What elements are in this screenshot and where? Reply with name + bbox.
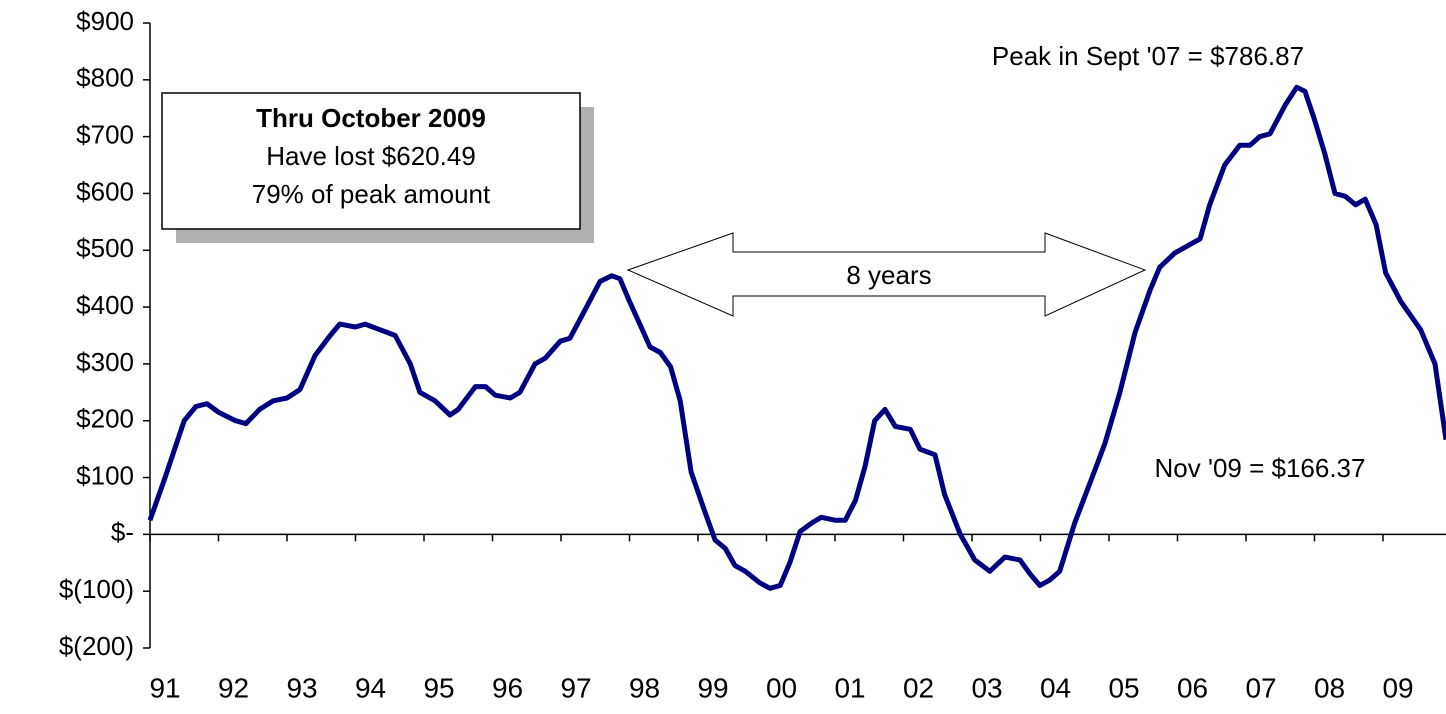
x-tick-label: 91 — [149, 672, 180, 703]
x-tick-label: 97 — [560, 672, 591, 703]
y-tick-label: $400 — [76, 290, 134, 320]
y-tick-label: $100 — [76, 460, 134, 490]
peak-label: Peak in Sept '07 = $786.87 — [992, 41, 1304, 71]
x-tick-label: 94 — [355, 672, 386, 703]
data-line — [147, 84, 1446, 591]
y-tick-label: $600 — [76, 176, 134, 206]
box-title: Thru October 2009 — [256, 103, 486, 133]
box-line: Have lost $620.49 — [266, 141, 476, 171]
x-tick-label: 08 — [1314, 672, 1345, 703]
x-tick-label: 92 — [218, 672, 249, 703]
x-tick-label: 96 — [492, 672, 523, 703]
y-tick-label: $- — [111, 517, 134, 547]
info-box — [161, 92, 581, 230]
x-tick-label: 07 — [1245, 672, 1276, 703]
x-tick-label: 04 — [1040, 672, 1071, 703]
x-tick-label: 03 — [971, 672, 1002, 703]
y-tick-label: $(200) — [59, 631, 134, 661]
end-label: Nov '09 = $166.37 — [1155, 453, 1366, 483]
x-tick-label: 95 — [423, 672, 454, 703]
x-tick-label: 09 — [1382, 672, 1413, 703]
x-tick-label: 06 — [1177, 672, 1208, 703]
y-tick-label: $700 — [76, 120, 134, 150]
double-arrow — [626, 232, 1147, 317]
x-tick-label: 98 — [629, 672, 660, 703]
x-tick-label: 01 — [834, 672, 865, 703]
x-tick-label: 05 — [1108, 672, 1139, 703]
y-tick-label: $900 — [76, 6, 134, 36]
y-tick-label: $800 — [76, 63, 134, 93]
box-line: 79% of peak amount — [252, 179, 491, 209]
y-tick-label: $500 — [76, 233, 134, 263]
y-tick-label: $200 — [76, 404, 134, 434]
y-tick-label: $300 — [76, 347, 134, 377]
y-tick-label: $(100) — [59, 574, 134, 604]
x-tick-label: 93 — [286, 672, 317, 703]
x-tick-label: 99 — [697, 672, 728, 703]
x-tick-label: 00 — [766, 672, 797, 703]
x-tick-label: 02 — [903, 672, 934, 703]
arrow-label: 8 years — [846, 260, 931, 290]
